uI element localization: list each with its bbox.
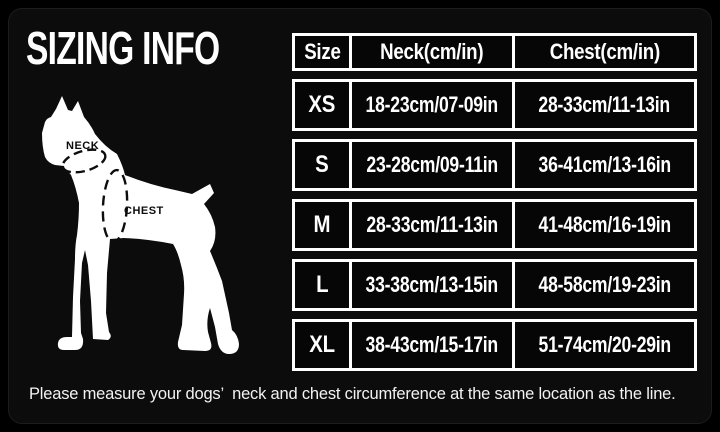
neck-label: NECK [66, 140, 99, 152]
neck-value: 38-43cm/15-17in [365, 332, 499, 357]
chest-cell: 41-48cm/16-19in [512, 202, 694, 248]
table-row: XS 18-23cm/07-09in 28-33cm/11-13in [292, 79, 697, 131]
size-value: XS [308, 91, 336, 118]
dog-measurement-diagram: NECK CHEST [24, 87, 264, 377]
size-cell: XS [295, 82, 349, 128]
size-cell: L [295, 262, 349, 308]
neck-value: 18-23cm/07-09in [365, 92, 499, 117]
chest-cell: 36-41cm/13-16in [512, 142, 694, 188]
neck-value: 33-38cm/13-15in [365, 272, 499, 297]
table-header-row: Size Neck(cm/in) Chest(cm/in) [292, 33, 697, 71]
size-table: Size Neck(cm/in) Chest(cm/in) XS 18-23cm… [292, 33, 697, 371]
chest-cell: 51-74cm/20-29in [512, 322, 694, 368]
chest-measure-line [101, 168, 129, 244]
neck-cell: 28-33cm/11-13in [349, 202, 512, 248]
neck-cell: 18-23cm/07-09in [349, 82, 512, 128]
neck-cell: 33-38cm/13-15in [349, 262, 512, 308]
size-cell: XL [295, 322, 349, 368]
size-cell: S [295, 142, 349, 188]
size-value: L [315, 271, 329, 298]
chest-cell: 28-33cm/11-13in [512, 82, 694, 128]
chest-value: 41-48cm/16-19in [538, 212, 671, 237]
chest-value: 36-41cm/13-16in [538, 152, 671, 177]
page-title: SIZING INFO [26, 22, 220, 74]
column-header-size-label: Size [303, 39, 341, 64]
column-header-size: Size [295, 36, 349, 68]
column-header-chest: Chest(cm/in) [512, 36, 694, 68]
chest-label: CHEST [124, 205, 164, 217]
neck-value: 23-28cm/09-11in [366, 152, 498, 177]
size-value: M [313, 211, 331, 238]
neck-cell: 38-43cm/15-17in [349, 322, 512, 368]
table-row: M 28-33cm/11-13in 41-48cm/16-19in [292, 199, 697, 251]
column-header-neck-label: Neck(cm/in) [380, 39, 484, 64]
panel-background: SIZING INFO NECK CHEST Size Neck(cm/in) … [8, 8, 712, 424]
size-value: S [315, 151, 329, 178]
column-header-neck: Neck(cm/in) [349, 36, 512, 68]
measurement-note: Please measure your dogs’ neck and chest… [29, 385, 676, 403]
chest-value: 28-33cm/11-13in [538, 92, 671, 117]
chest-value: 48-58cm/19-23in [538, 272, 671, 297]
chest-cell: 48-58cm/19-23in [512, 262, 694, 308]
table-row: XL 38-43cm/15-17in 51-74cm/20-29in [292, 319, 697, 371]
dog-silhouette-icon [42, 96, 239, 354]
size-cell: M [295, 202, 349, 248]
column-header-chest-label: Chest(cm/in) [549, 39, 660, 64]
neck-value: 28-33cm/11-13in [366, 212, 498, 237]
table-row: S 23-28cm/09-11in 36-41cm/13-16in [292, 139, 697, 191]
size-value: XL [309, 331, 335, 358]
table-row: L 33-38cm/13-15in 48-58cm/19-23in [292, 259, 697, 311]
chest-value: 51-74cm/20-29in [538, 332, 671, 357]
neck-cell: 23-28cm/09-11in [349, 142, 512, 188]
neck-measure-line [61, 148, 107, 174]
